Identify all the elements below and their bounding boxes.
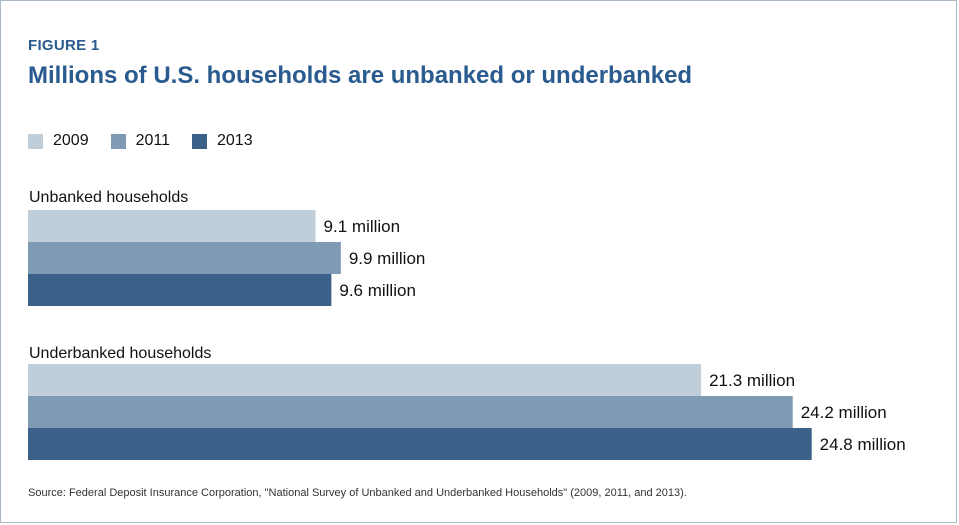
data-label-underbanked-2013: 24.8 million — [820, 435, 906, 454]
legend-label-2009: 2009 — [53, 132, 89, 149]
category-label-unbanked: Unbanked households — [29, 189, 188, 206]
legend-swatch-2013 — [192, 133, 207, 149]
legend-label-2013: 2013 — [217, 132, 253, 149]
figure-label: FIGURE 1 — [28, 37, 100, 54]
legend-swatch-2009 — [28, 133, 43, 149]
bar-chart: Unbanked households 9.1 million 9.9 millio… — [28, 189, 906, 460]
source-note: Source: Federal Deposit Insurance Corpor… — [28, 487, 687, 499]
data-label-underbanked-2009: 21.3 million — [709, 371, 795, 390]
chart-title: Millions of U.S. households are unbanked… — [28, 62, 693, 89]
legend-label-2011: 2011 — [135, 132, 170, 149]
legend: 2009 2011 2013 — [28, 131, 275, 151]
legend-swatch-2011 — [110, 133, 126, 149]
bar-unbanked-2013 — [28, 274, 332, 306]
legend-item-2009: 2009 — [28, 132, 89, 150]
data-label-unbanked-2011: 9.9 million — [349, 249, 426, 268]
bar-underbanked-2009 — [28, 364, 702, 396]
bar-underbanked-2013 — [28, 428, 812, 460]
bar-underbanked-2011 — [28, 396, 793, 428]
data-label-unbanked-2013: 9.6 million — [339, 281, 416, 300]
data-label-underbanked-2011: 24.2 million — [801, 403, 887, 422]
bar-unbanked-2009 — [28, 210, 316, 242]
data-label-unbanked-2009: 9.1 million — [324, 217, 401, 236]
legend-item-2011: 2011 — [110, 132, 170, 150]
bar-unbanked-2011 — [28, 242, 341, 274]
category-label-underbanked: Underbanked households — [29, 345, 211, 362]
legend-item-2013: 2013 — [192, 132, 253, 150]
